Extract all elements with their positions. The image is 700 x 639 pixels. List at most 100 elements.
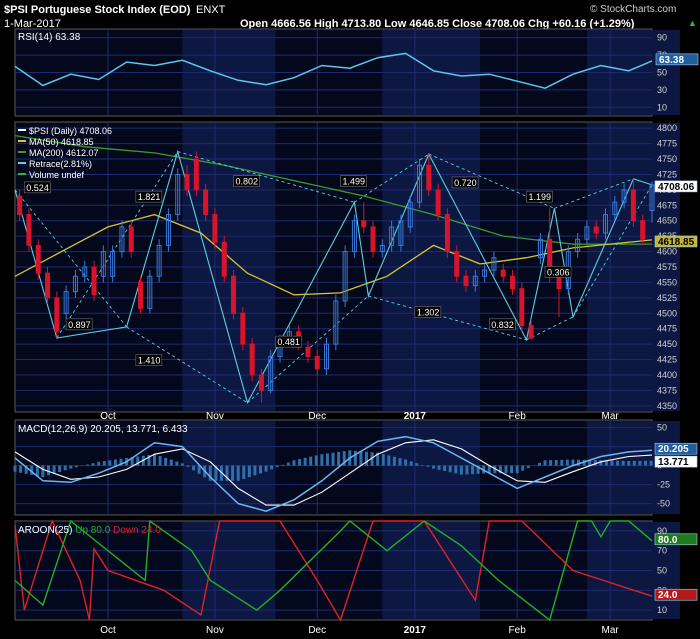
macd-histogram-bar [69,465,73,469]
candle-body [72,275,78,293]
candle-body [193,158,199,191]
macd-histogram-bar [437,465,441,470]
candle-body [351,220,357,253]
candle-body [491,257,497,271]
candle-body [342,251,348,302]
retrace-label-box [489,318,516,331]
macd-histogram-bar [409,461,413,466]
candle-body [45,272,51,299]
macd-histogram-bar [487,465,491,474]
candle-body [268,355,274,391]
macd-histogram-bar [387,455,391,466]
macd-histogram-bar [320,454,324,466]
candle-body [26,214,32,246]
macd-histogram-bar [208,465,212,481]
macd-histogram-bar [643,460,647,466]
candle-body [240,312,246,345]
candle-body [258,374,264,391]
x-tick-label: Mar [602,625,620,636]
candle-body [612,201,618,216]
macd-tick-label: -25 [657,480,670,490]
price-tick-label: 4725 [657,169,677,179]
price-tick-label: 4800 [657,123,677,133]
macd-histogram-bar [415,463,419,466]
legend-swatch [18,173,26,175]
aroon-tick-label: 70 [657,546,667,556]
price-tick-label: 4500 [657,308,677,318]
retrace-label: 0.306 [547,267,570,277]
macd-histogram-bar [13,465,17,472]
macd-histogram-bar [526,465,530,469]
macd-histogram-bar [325,453,329,466]
macd-last-label-box [654,442,698,455]
macd-histogram-bar [398,458,402,466]
macd-histogram-bar [242,465,246,479]
retrace-label-box [414,306,442,318]
candle-body [444,214,450,253]
macd-histogram-bar [231,465,235,481]
macd-histogram-bar [420,464,424,466]
legend-swatch [18,151,26,153]
macd-histogram-bar [493,465,497,474]
macd-histogram-bar [314,455,318,466]
macd-histogram-bar [459,465,463,475]
x-tick-label: Nov [206,411,224,422]
retrace-label: 0.802 [236,177,259,187]
candle-body [249,343,255,376]
macd-histogram-bar [164,457,168,466]
macd-histogram-bar [521,465,525,471]
candle-body [575,238,581,253]
candle-body [361,220,367,228]
macd-histogram-bar [604,460,608,466]
candle-body [519,288,525,327]
macd-histogram-bar [342,451,346,466]
candle-body [212,214,218,243]
macd-band [382,421,480,514]
macd-histogram-bar [565,459,569,466]
legend-entry: $PSI (Daily) 4708.06 [29,126,112,136]
candle-body [156,244,162,277]
macd-histogram-bar [91,463,95,466]
candle-body [454,251,460,277]
close-last-label: 4708.06 [658,182,695,193]
macd-histogram-bar [286,462,290,466]
macd-histogram-bar [169,459,173,466]
legend-entry: Retrace(2.81%) [29,159,92,169]
price-tick-label: 4475 [657,324,677,334]
macd-histogram-bar [247,465,251,478]
macd-signal-line [14,439,653,506]
aroon-up-line [14,519,653,622]
retrace-connector [572,184,653,318]
macd-histogram-bar [632,460,636,466]
price-tick-label: 4575 [657,262,677,272]
candle-body [500,269,506,277]
candle-body [640,220,646,240]
candle-body [305,346,311,357]
aroon-up-last-label: 80.0 [658,535,678,546]
rsi-line [14,52,653,89]
aroon-up-last-label-box [654,533,698,546]
macd-histogram-bar [577,459,581,466]
retrace-connector [354,153,430,203]
retrace-label-box [135,354,163,366]
macd-histogram-bar [30,465,34,475]
macd-histogram-bar [236,465,240,481]
change-up-icon: ▲ [688,18,697,28]
candle-body [370,226,376,253]
ma50-line [14,213,653,296]
retrace-label: 1.302 [417,308,440,318]
macd-histogram-bar [454,465,458,474]
candle-body [379,244,385,253]
macd-histogram-bar [264,465,268,472]
candle-body [175,173,181,216]
macd-histogram-bar [303,457,307,466]
macd-histogram-bar [253,465,257,476]
rsi-last-label: 63.38 [659,55,684,66]
macd-histogram-bar [41,465,45,477]
macd-band [586,421,680,514]
macd-histogram-bar [649,460,653,466]
rsi-tick-label: 30 [657,85,667,95]
candle-body [147,275,153,309]
macd-histogram-bar [102,461,106,466]
